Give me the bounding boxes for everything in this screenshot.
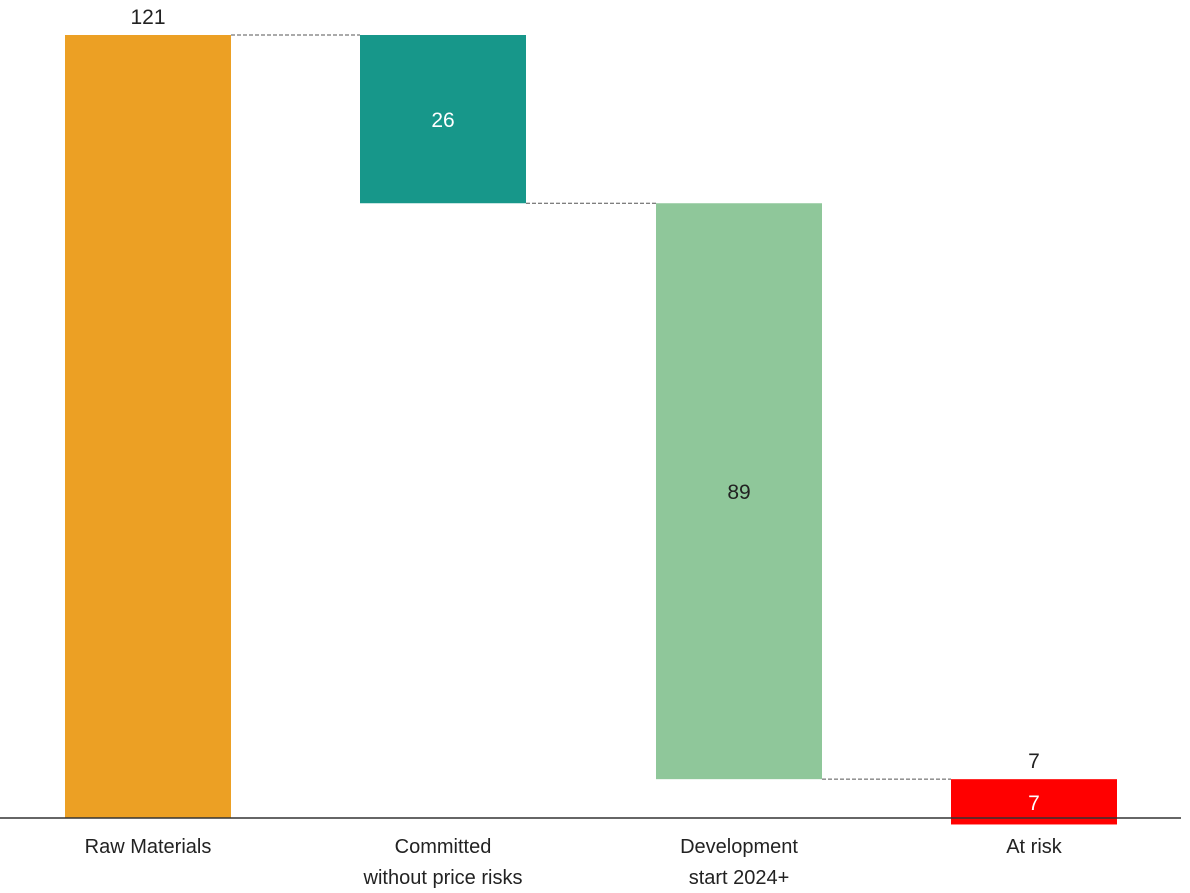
x-tick-label: At risk <box>1006 836 1063 858</box>
x-tick-label-line: Raw Materials <box>85 836 212 858</box>
x-tick-label-line: Development <box>680 836 798 858</box>
x-tick-label: Development start 2024+ <box>680 836 798 889</box>
x-tick-label-line: Committed <box>395 836 492 858</box>
connector-lines <box>231 34 951 780</box>
data-label-at-risk: 7 <box>1028 792 1040 815</box>
data-label-raw-materials: 121 <box>130 6 165 29</box>
x-tick-label-line: without price risks <box>363 867 523 889</box>
x-tick-label-line: start 2024+ <box>689 867 790 889</box>
data-label-above-at-risk: 7 <box>1028 750 1040 773</box>
bar-raw-materials <box>65 35 231 818</box>
data-labels-group: 121 26 89 7 7 <box>130 6 1039 815</box>
x-tick-label-line: At risk <box>1006 836 1063 858</box>
bars-group <box>65 35 1117 825</box>
category-labels-group: Raw Materials Committed without price risk… <box>85 836 1063 889</box>
bar-at-risk <box>951 779 1117 825</box>
bar-committed-without-price-risks <box>360 35 526 204</box>
x-tick-label: Raw Materials <box>85 836 212 858</box>
data-label-development-start-2024: 89 <box>727 481 750 504</box>
x-tick-label: Committed without price risks <box>363 836 523 889</box>
bar-development-start-2024 <box>656 203 822 780</box>
data-label-committed-without-price-risks: 26 <box>431 109 454 132</box>
